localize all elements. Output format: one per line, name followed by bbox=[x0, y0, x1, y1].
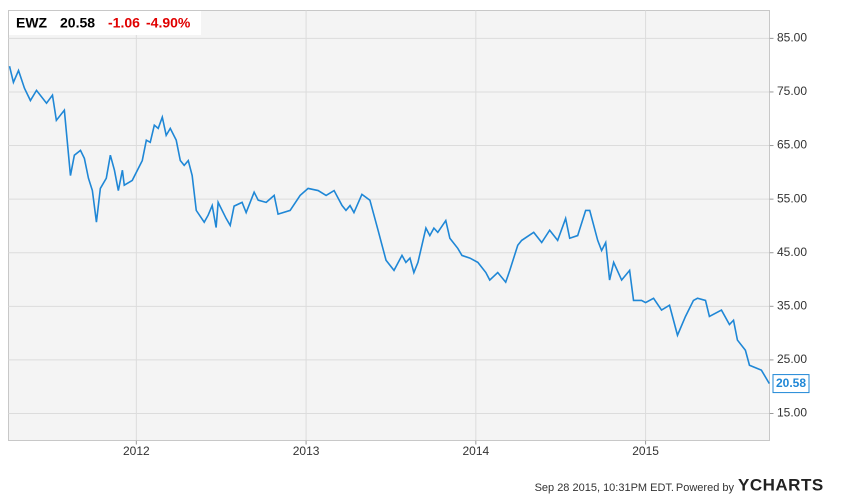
grid bbox=[8, 10, 770, 441]
x-tick-label: 2012 bbox=[123, 444, 150, 458]
y-tick-label: 85.00 bbox=[777, 31, 807, 45]
x-tick-label: 2013 bbox=[293, 444, 320, 458]
marks bbox=[8, 66, 771, 384]
y-tick-label: 75.00 bbox=[777, 84, 807, 98]
ticker: EWZ bbox=[16, 15, 48, 31]
y-tick-label: 45.00 bbox=[777, 245, 807, 259]
last-value-box bbox=[772, 374, 810, 394]
powered-by: Powered by bbox=[676, 482, 735, 494]
x-tick-label: 2015 bbox=[632, 444, 659, 458]
y-tick-label: 15.00 bbox=[777, 406, 807, 420]
price: 20.58 bbox=[60, 15, 95, 31]
last-value-label: 20.58 bbox=[776, 376, 806, 390]
y-tick-label: 25.00 bbox=[777, 352, 807, 366]
y-tick-label: 55.00 bbox=[777, 191, 807, 205]
y-tick-label: 65.00 bbox=[777, 138, 807, 152]
y-tick-label: 35.00 bbox=[777, 298, 807, 312]
brand: YCHARTS bbox=[738, 475, 824, 494]
header-box bbox=[9, 11, 201, 35]
timestamp: Sep 28 2015, 10:31PM EDT. bbox=[535, 482, 674, 494]
price-line bbox=[8, 66, 771, 384]
change: -1.06 bbox=[108, 15, 140, 31]
x-tick-label: 2014 bbox=[462, 444, 489, 458]
plot-area bbox=[8, 10, 770, 441]
change-pct: -4.90% bbox=[146, 15, 191, 31]
